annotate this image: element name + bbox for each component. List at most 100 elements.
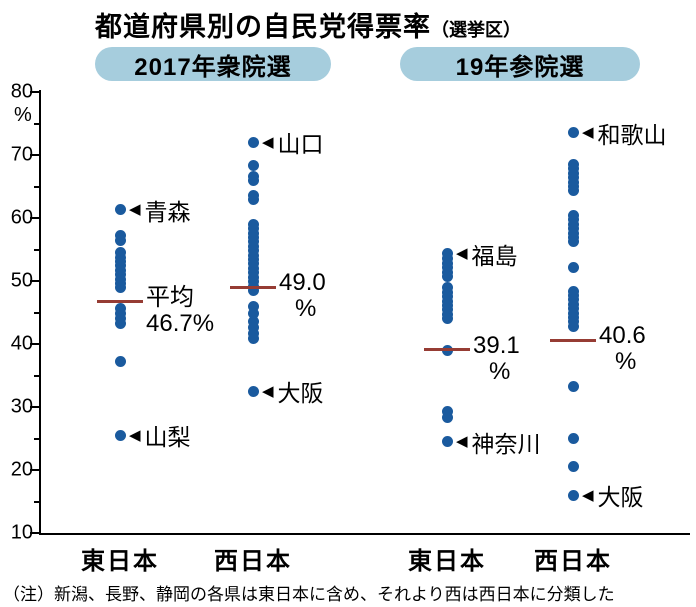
data-point bbox=[114, 355, 126, 367]
y-minor-tick bbox=[34, 311, 40, 314]
y-minor-tick bbox=[34, 437, 40, 440]
data-point bbox=[247, 136, 259, 148]
data-point bbox=[247, 300, 259, 312]
left-arrow-icon: ◀ bbox=[262, 133, 274, 151]
y-tick bbox=[30, 532, 40, 534]
y-tick-label: 60 bbox=[10, 206, 33, 229]
y-minor-tick bbox=[34, 122, 40, 125]
group-label-2019-west: 西日本 bbox=[534, 548, 612, 575]
annotation-text: 山口 bbox=[277, 131, 324, 158]
y-tick bbox=[30, 280, 40, 282]
mean-value-line: 49.0 bbox=[279, 269, 326, 297]
data-point bbox=[114, 282, 126, 294]
annotation-label: ◀ 和歌山 bbox=[582, 119, 667, 148]
y-tick-label: 50 bbox=[10, 269, 33, 292]
y-tick-label: 40 bbox=[10, 332, 33, 355]
mean-value-line: 40.6 bbox=[599, 322, 646, 350]
annotation-text: 神奈川 bbox=[471, 430, 541, 457]
data-point bbox=[114, 429, 126, 441]
left-arrow-icon: ◀ bbox=[456, 433, 468, 451]
annotation-text: 大阪 bbox=[597, 484, 644, 511]
annotation-label: ◀ 大阪 bbox=[582, 481, 644, 511]
data-point bbox=[567, 433, 579, 444]
y-minor-tick bbox=[34, 185, 40, 188]
data-point bbox=[567, 262, 579, 274]
data-point bbox=[567, 127, 579, 139]
data-point bbox=[441, 436, 453, 448]
annotation-label: ◀ 神奈川 bbox=[456, 428, 541, 457]
annotation-label: ◀ 福島 bbox=[456, 240, 518, 269]
group-label-2019-east: 東日本 bbox=[408, 548, 486, 575]
group-label-2017-east: 東日本 bbox=[81, 548, 159, 575]
annotation-label: ◀ 大阪 bbox=[262, 377, 324, 407]
y-tick bbox=[30, 343, 40, 345]
mean-value-line: % bbox=[295, 295, 317, 323]
mean-value-line: % bbox=[489, 357, 511, 385]
mean-value-label: 49.0% bbox=[279, 270, 326, 322]
y-tick-label: 10 bbox=[10, 521, 33, 544]
y-tick bbox=[30, 154, 40, 156]
mean-value-line: % bbox=[615, 348, 637, 376]
group-label-2017-west: 西日本 bbox=[214, 548, 292, 575]
y-tick bbox=[30, 217, 40, 219]
mean-value-label: 40.6% bbox=[599, 323, 646, 375]
panel-label-2017: 2017年衆院選 bbox=[95, 47, 331, 81]
left-arrow-icon: ◀ bbox=[456, 245, 468, 263]
left-arrow-icon: ◀ bbox=[129, 201, 141, 219]
data-point bbox=[567, 381, 579, 393]
annotation-text: 和歌山 bbox=[597, 121, 667, 148]
mean-line bbox=[230, 285, 276, 289]
mean-value-line: 46.7% bbox=[146, 309, 215, 337]
y-tick-label: 80 bbox=[10, 80, 33, 103]
annotation-text: 福島 bbox=[471, 242, 518, 269]
mean-value-label: 平均 46.7% bbox=[146, 283, 215, 337]
y-tick-label: 20 bbox=[10, 458, 33, 481]
data-point bbox=[114, 318, 126, 330]
footnote: （注）新潟、長野、静岡の各県は東日本に含め、それより西は西日本に分類した bbox=[3, 585, 615, 604]
data-point bbox=[247, 333, 259, 345]
title-text: 都道府県別の自民党得票率 bbox=[95, 12, 431, 42]
panel-label-2019: 19年参院選 bbox=[400, 47, 640, 81]
annotation-label: ◀ 山梨 bbox=[129, 421, 191, 451]
data-point bbox=[567, 185, 579, 197]
data-point bbox=[441, 411, 453, 423]
y-minor-tick bbox=[34, 374, 40, 377]
annotation-text: 青森 bbox=[144, 198, 191, 225]
left-arrow-icon: ◀ bbox=[582, 486, 594, 504]
data-point bbox=[441, 405, 453, 417]
mean-line bbox=[424, 348, 470, 352]
annotation-text: 山梨 bbox=[144, 424, 191, 451]
data-point bbox=[247, 308, 259, 320]
data-point bbox=[567, 320, 579, 332]
y-tick bbox=[30, 406, 40, 408]
data-point bbox=[247, 385, 259, 397]
data-point bbox=[441, 313, 453, 325]
y-tick-label: 70 bbox=[10, 143, 33, 166]
title-suffix: （選挙区） bbox=[431, 20, 521, 40]
y-minor-tick bbox=[34, 248, 40, 251]
annotation-label: ◀ 青森 bbox=[129, 196, 191, 225]
data-point bbox=[567, 236, 579, 248]
page-title: 都道府県別の自民党得票率（選挙区） bbox=[95, 5, 521, 44]
left-arrow-icon: ◀ bbox=[129, 426, 141, 444]
data-point bbox=[247, 315, 259, 327]
annotation-label: ◀ 山口 bbox=[262, 128, 324, 158]
annotation-text: 大阪 bbox=[277, 380, 324, 407]
y-axis-unit: % bbox=[14, 104, 32, 126]
y-tick bbox=[30, 91, 40, 93]
left-arrow-icon: ◀ bbox=[262, 382, 274, 400]
data-point bbox=[567, 489, 579, 501]
y-tick-label: 30 bbox=[10, 395, 33, 418]
x-axis-line bbox=[39, 533, 690, 535]
data-point bbox=[247, 322, 259, 334]
y-minor-tick bbox=[34, 500, 40, 503]
data-point bbox=[114, 235, 126, 247]
left-arrow-icon: ◀ bbox=[582, 124, 594, 142]
y-tick bbox=[30, 469, 40, 471]
data-point bbox=[441, 271, 453, 283]
data-point bbox=[114, 229, 126, 241]
mean-value-line: 平均 bbox=[146, 283, 194, 311]
mean-line bbox=[97, 300, 143, 304]
data-point bbox=[114, 204, 126, 216]
data-point bbox=[247, 194, 259, 206]
